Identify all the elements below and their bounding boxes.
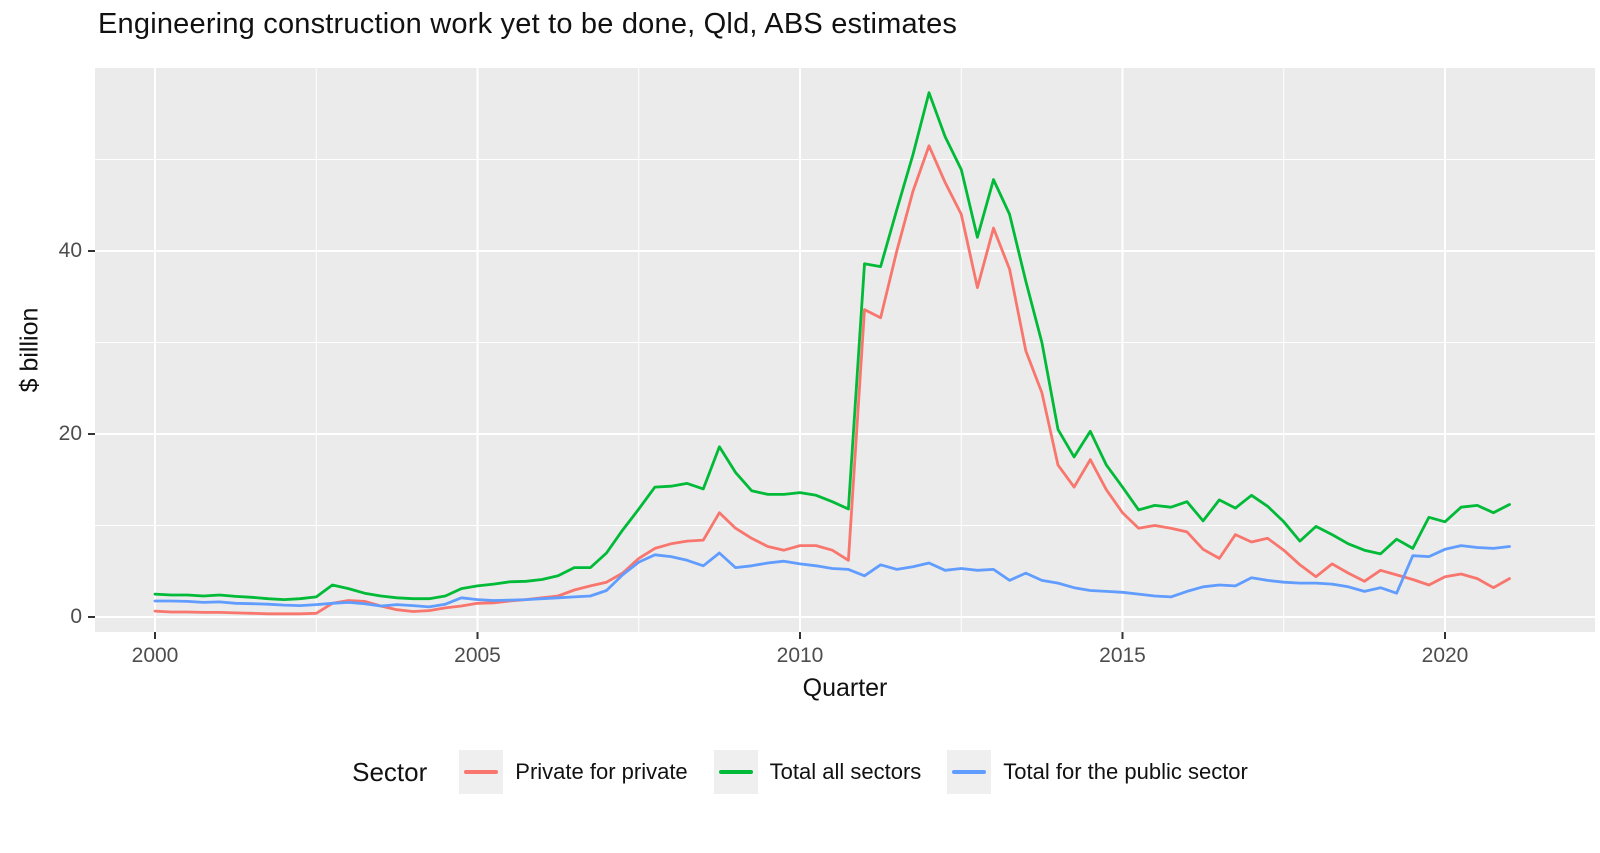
y-tick-label: 0 xyxy=(70,605,82,628)
legend-label: Private for private xyxy=(515,759,688,784)
x-tick-label: 2000 xyxy=(131,644,179,667)
y-tick-label: 40 xyxy=(58,239,82,262)
panel-background xyxy=(95,68,1595,632)
legend: Sector Private for private Total all sec… xyxy=(0,750,1600,794)
legend-key-box xyxy=(947,750,992,794)
legend-label: Total all sectors xyxy=(769,759,922,784)
chart-title: Engineering construction work yet to be … xyxy=(98,8,958,40)
y-tick-label: 20 xyxy=(58,422,82,445)
series-line-total-all-sectors xyxy=(153,91,1511,601)
red-line-swatch-icon xyxy=(464,770,499,774)
x-tick-label: 2015 xyxy=(1099,644,1146,667)
x-tick-label: 2005 xyxy=(454,644,501,667)
legend-title: Sector xyxy=(352,756,428,787)
legend-entry-total-public-sector: Total for the public sector xyxy=(947,750,1248,794)
legend-key-box xyxy=(713,750,758,794)
blue-line-swatch-icon xyxy=(952,770,987,774)
legend-entry-private-for-private: Private for private xyxy=(459,750,688,794)
legend-key-box xyxy=(459,750,504,794)
legend-entry-total-all-sectors: Total all sectors xyxy=(713,750,922,794)
x-tick-label: 2010 xyxy=(776,644,824,667)
series-line-total-for-the-public-sector xyxy=(153,544,1511,609)
x-axis-title: Quarter xyxy=(802,674,888,702)
legend-label: Total for the public sector xyxy=(1003,759,1248,784)
y-axis-title: $ billion xyxy=(15,307,44,393)
x-tick-label: 2020 xyxy=(1421,644,1469,667)
green-line-swatch-icon xyxy=(718,770,753,774)
